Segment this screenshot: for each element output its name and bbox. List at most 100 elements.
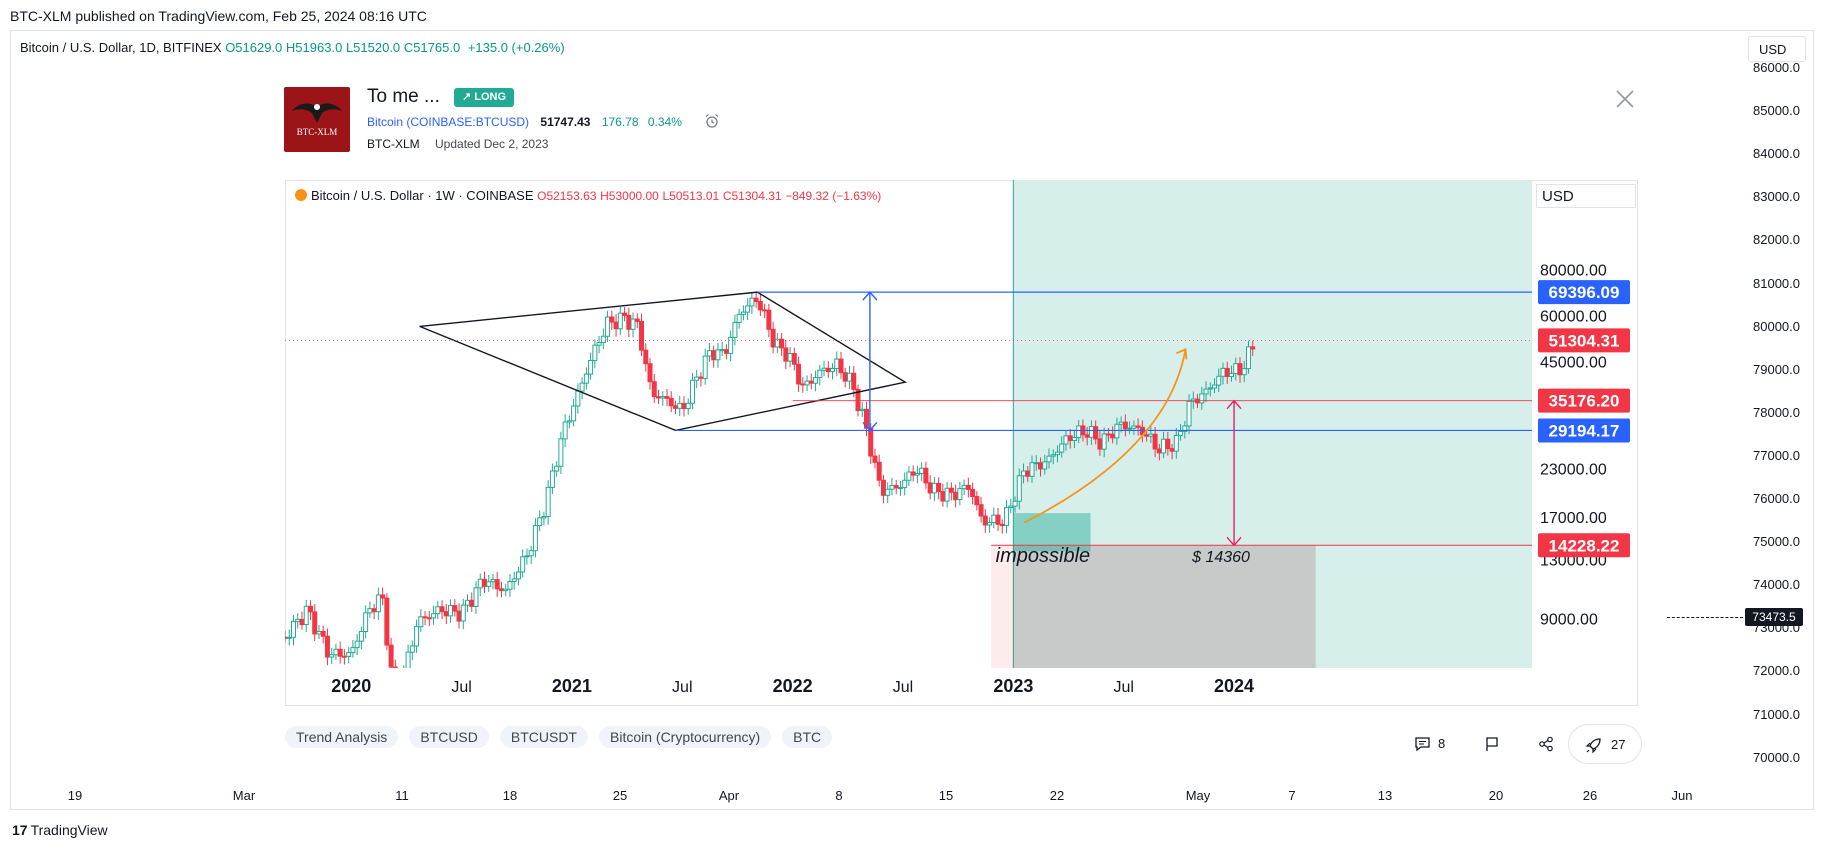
candle-body <box>524 555 530 558</box>
outer-open: O51629.0 <box>225 40 283 55</box>
candle-body <box>1131 425 1137 429</box>
candle-body <box>787 353 793 362</box>
candle-body <box>656 396 662 399</box>
report-button[interactable] <box>1480 724 1510 764</box>
candle-body <box>541 516 547 519</box>
candle-body <box>745 305 751 313</box>
comments-count: 8 <box>1438 736 1446 751</box>
expected-path-arrowhead <box>1176 348 1188 360</box>
candle-body <box>456 610 462 622</box>
symbol-price: 51747.43 <box>540 115 591 129</box>
price-label-text: 69396.09 <box>1549 283 1620 302</box>
candle-body <box>681 402 687 410</box>
outer-chart-frame <box>10 30 1814 810</box>
candle-body <box>1093 426 1099 440</box>
candle-body <box>469 599 475 607</box>
candle-body <box>388 644 394 668</box>
outer-date-tick: 18 <box>502 788 518 803</box>
candle-body <box>473 587 479 607</box>
tradingview-logo-icon: 17 <box>12 822 28 838</box>
outer-currency-selector[interactable]: USD <box>1748 36 1806 62</box>
candle-body <box>719 349 725 352</box>
candle-body <box>965 484 971 490</box>
outer-date-axis[interactable]: 19 Mar 11 18 25 Apr 8 15 22 May 7 13 20 26 Jun <box>10 788 1730 808</box>
tag-list: Trend Analysis BTCUSD BTCUSDT Bitcoin (Cryp… <box>285 726 843 748</box>
candle-body <box>405 651 411 668</box>
comments-button[interactable]: 8 <box>1410 724 1464 764</box>
candle-body <box>974 496 980 506</box>
y-tick-label: 9000.00 <box>1540 611 1598 628</box>
candle-body <box>757 300 763 311</box>
tag-chip[interactable]: BTCUSD <box>409 726 489 748</box>
outer-date-tick: 25 <box>612 788 628 803</box>
inner-currency-label[interactable]: USD <box>1536 184 1636 208</box>
candle-body <box>728 336 734 354</box>
candle-body <box>346 652 352 657</box>
candle-body <box>520 556 526 573</box>
symbol-change: 176.78 <box>601 115 639 129</box>
outer-price-tick: 78000.0 <box>1753 404 1800 420</box>
candle-body <box>1050 454 1056 457</box>
x-tick-label: Jul <box>672 679 692 696</box>
candle-body <box>936 482 942 493</box>
close-icon[interactable] <box>1614 88 1636 110</box>
candle-body <box>664 396 670 399</box>
x-tick-label: 2024 <box>1214 676 1254 696</box>
candle-body <box>694 376 700 381</box>
inner-chart-canvas[interactable]: impossible $ 14360 80000.00 60000.00 45000.0… <box>285 180 1638 706</box>
candle-body <box>1224 367 1230 378</box>
measured-move-arrow-heads <box>862 291 878 432</box>
candle-body <box>970 488 976 498</box>
symbol-link[interactable]: Bitcoin (COINBASE:BTCUSD) <box>367 115 529 129</box>
outer-price-tick: 70000.0 <box>1753 749 1800 765</box>
y-tick-label: 17000.00 <box>1540 510 1607 527</box>
tradingview-brand[interactable]: 17 TradingView <box>12 822 108 838</box>
boost-button[interactable]: 27 <box>1568 724 1642 764</box>
candle-body <box>987 522 993 526</box>
impossible-label: impossible <box>996 545 1090 567</box>
price-label-badge <box>1538 328 1630 353</box>
outer-high: H51963.0 <box>285 40 343 55</box>
candle-body <box>948 487 954 493</box>
idea-title[interactable]: To me ... <box>367 86 440 107</box>
candle-body <box>825 367 831 373</box>
inner-symbol-name: Bitcoin / U.S. Dollar · 1W · COINBASE <box>311 188 534 203</box>
x-tick-label: Jul <box>1113 679 1133 696</box>
candle-body <box>762 309 768 312</box>
outer-symbol-name: Bitcoin / U.S. Dollar, 1D, BITFINEX <box>20 40 222 55</box>
candle-body <box>830 367 836 373</box>
price-label-text: 35176.20 <box>1549 392 1620 411</box>
share-button[interactable] <box>1534 724 1564 764</box>
candle-body <box>431 613 437 619</box>
outer-date-tick: 7 <box>1288 788 1296 803</box>
candle-body <box>402 673 406 698</box>
candle-body <box>838 358 844 374</box>
tag-chip[interactable]: Bitcoin (Cryptocurrency) <box>599 726 772 748</box>
candle-body <box>779 338 785 349</box>
candle-body <box>698 376 704 379</box>
outer-price-line <box>1667 617 1743 618</box>
tag-chip[interactable]: BTCUSDT <box>499 726 588 748</box>
candle-body <box>1063 435 1069 445</box>
candle-body <box>448 605 454 617</box>
author-name[interactable]: BTC-XLM <box>367 137 420 151</box>
tag-chip[interactable]: Trend Analysis <box>285 726 399 748</box>
publish-line: BTC-XLM published on TradingView.com, Fe… <box>10 8 427 24</box>
candle-body <box>914 472 920 476</box>
candle-body <box>685 402 691 410</box>
alarm-clock-icon[interactable] <box>704 113 720 129</box>
author-avatar[interactable]: BTC-XLM <box>284 87 350 152</box>
outer-low: L51520.0 <box>345 40 401 55</box>
candle-body <box>358 631 364 642</box>
candle-body <box>605 316 611 337</box>
inner-change: −849.32 (−1.63%) <box>785 189 882 203</box>
outer-price-axis[interactable]: 86000.0 85000.0 84000.0 83000.0 82000.0 81000… <box>1666 60 1806 780</box>
candle-body <box>736 313 742 323</box>
x-tick-label: Jul <box>451 679 471 696</box>
candle-body <box>549 470 555 488</box>
candle-body <box>1173 434 1179 452</box>
candle-body <box>562 421 568 440</box>
long-badge-label: LONG <box>474 91 507 103</box>
candle-body <box>295 618 301 622</box>
tag-chip[interactable]: BTC <box>782 726 833 748</box>
